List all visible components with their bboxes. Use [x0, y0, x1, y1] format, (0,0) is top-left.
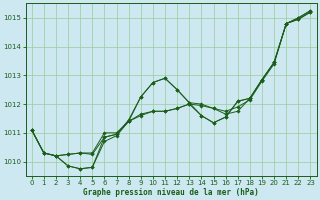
- X-axis label: Graphe pression niveau de la mer (hPa): Graphe pression niveau de la mer (hPa): [83, 188, 259, 197]
